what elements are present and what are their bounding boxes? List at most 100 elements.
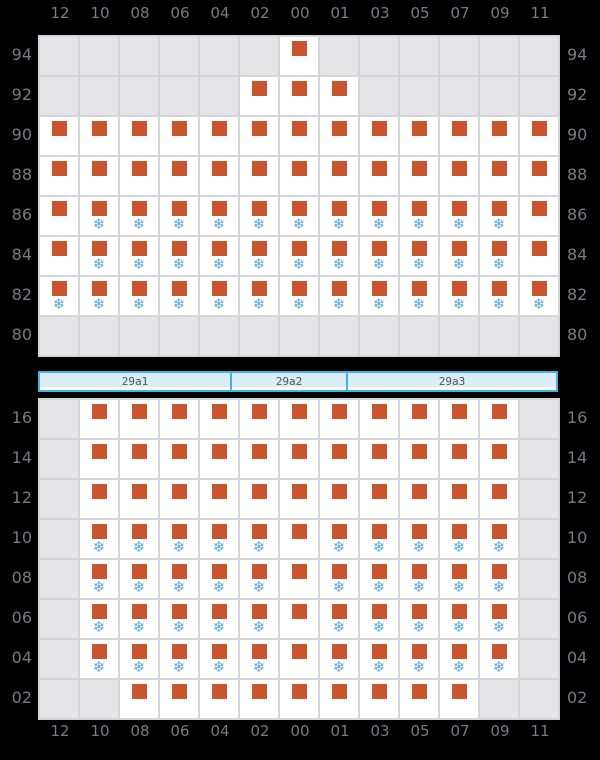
berth-cell-10-09[interactable]: ❄ [480, 520, 520, 560]
berth-cell-86-12[interactable] [40, 197, 80, 237]
berth-cell-90-10[interactable] [80, 117, 120, 157]
berth-cell-82-03[interactable]: ❄ [360, 277, 400, 317]
berth-cell-14-10[interactable] [80, 440, 120, 480]
berth-cell-86-01[interactable]: ❄ [320, 197, 360, 237]
berth-cell-88-11[interactable] [520, 157, 560, 197]
berth-cell-02-08[interactable] [120, 680, 160, 720]
berth-cell-06-07[interactable]: ❄ [440, 600, 480, 640]
berth-cell-10-03[interactable]: ❄ [360, 520, 400, 560]
berth-cell-84-06[interactable]: ❄ [160, 237, 200, 277]
berth-cell-86-05[interactable]: ❄ [400, 197, 440, 237]
berth-cell-10-06[interactable]: ❄ [160, 520, 200, 560]
berth-cell-82-05[interactable]: ❄ [400, 277, 440, 317]
berth-cell-16-07[interactable] [440, 400, 480, 440]
berth-cell-86-08[interactable]: ❄ [120, 197, 160, 237]
berth-cell-90-07[interactable] [440, 117, 480, 157]
berth-cell-04-03[interactable]: ❄ [360, 640, 400, 680]
berth-cell-84-10[interactable]: ❄ [80, 237, 120, 277]
berth-cell-84-04[interactable]: ❄ [200, 237, 240, 277]
berth-cell-10-02[interactable]: ❄ [240, 520, 280, 560]
berth-cell-14-08[interactable] [120, 440, 160, 480]
berth-cell-10-01[interactable]: ❄ [320, 520, 360, 560]
berth-cell-90-04[interactable] [200, 117, 240, 157]
berth-cell-10-05[interactable]: ❄ [400, 520, 440, 560]
berth-cell-84-07[interactable]: ❄ [440, 237, 480, 277]
berth-cell-04-02[interactable]: ❄ [240, 640, 280, 680]
berth-cell-82-02[interactable]: ❄ [240, 277, 280, 317]
berth-cell-08-10[interactable]: ❄ [80, 560, 120, 600]
berth-cell-08-05[interactable]: ❄ [400, 560, 440, 600]
berth-cell-92-00[interactable] [280, 77, 320, 117]
berth-cell-82-06[interactable]: ❄ [160, 277, 200, 317]
berth-cell-06-06[interactable]: ❄ [160, 600, 200, 640]
berth-cell-02-05[interactable] [400, 680, 440, 720]
berth-cell-88-08[interactable] [120, 157, 160, 197]
berth-cell-16-06[interactable] [160, 400, 200, 440]
berth-cell-02-04[interactable] [200, 680, 240, 720]
berth-cell-84-01[interactable]: ❄ [320, 237, 360, 277]
berth-cell-82-00[interactable]: ❄ [280, 277, 320, 317]
berth-cell-12-08[interactable] [120, 480, 160, 520]
berth-cell-06-10[interactable]: ❄ [80, 600, 120, 640]
berth-cell-08-04[interactable]: ❄ [200, 560, 240, 600]
berth-cell-16-03[interactable] [360, 400, 400, 440]
berth-cell-04-10[interactable]: ❄ [80, 640, 120, 680]
section-segment-29a1[interactable]: 29a1 [38, 371, 232, 392]
berth-cell-02-06[interactable] [160, 680, 200, 720]
berth-cell-12-00[interactable] [280, 480, 320, 520]
berth-cell-82-11[interactable]: ❄ [520, 277, 560, 317]
berth-cell-04-05[interactable]: ❄ [400, 640, 440, 680]
berth-cell-82-07[interactable]: ❄ [440, 277, 480, 317]
berth-cell-90-03[interactable] [360, 117, 400, 157]
berth-cell-94-00[interactable] [280, 37, 320, 77]
berth-cell-16-00[interactable] [280, 400, 320, 440]
berth-cell-08-01[interactable]: ❄ [320, 560, 360, 600]
berth-cell-88-07[interactable] [440, 157, 480, 197]
berth-cell-12-06[interactable] [160, 480, 200, 520]
berth-cell-12-03[interactable] [360, 480, 400, 520]
berth-cell-10-00[interactable] [280, 520, 320, 560]
berth-cell-88-04[interactable] [200, 157, 240, 197]
berth-cell-06-05[interactable]: ❄ [400, 600, 440, 640]
berth-cell-82-10[interactable]: ❄ [80, 277, 120, 317]
berth-cell-12-01[interactable] [320, 480, 360, 520]
berth-cell-92-02[interactable] [240, 77, 280, 117]
berth-cell-06-01[interactable]: ❄ [320, 600, 360, 640]
berth-cell-86-06[interactable]: ❄ [160, 197, 200, 237]
berth-cell-84-09[interactable]: ❄ [480, 237, 520, 277]
berth-cell-16-08[interactable] [120, 400, 160, 440]
berth-cell-86-07[interactable]: ❄ [440, 197, 480, 237]
berth-cell-16-09[interactable] [480, 400, 520, 440]
berth-cell-90-01[interactable] [320, 117, 360, 157]
berth-cell-06-09[interactable]: ❄ [480, 600, 520, 640]
berth-cell-12-02[interactable] [240, 480, 280, 520]
berth-cell-10-08[interactable]: ❄ [120, 520, 160, 560]
berth-cell-14-01[interactable] [320, 440, 360, 480]
berth-cell-86-02[interactable]: ❄ [240, 197, 280, 237]
berth-cell-90-00[interactable] [280, 117, 320, 157]
berth-cell-02-07[interactable] [440, 680, 480, 720]
berth-cell-82-01[interactable]: ❄ [320, 277, 360, 317]
berth-cell-88-05[interactable] [400, 157, 440, 197]
berth-cell-08-06[interactable]: ❄ [160, 560, 200, 600]
berth-cell-16-01[interactable] [320, 400, 360, 440]
berth-cell-86-11[interactable] [520, 197, 560, 237]
section-segment-29a2[interactable]: 29a2 [230, 371, 348, 392]
berth-cell-08-00[interactable] [280, 560, 320, 600]
berth-cell-88-06[interactable] [160, 157, 200, 197]
berth-cell-90-12[interactable] [40, 117, 80, 157]
berth-cell-08-08[interactable]: ❄ [120, 560, 160, 600]
berth-cell-90-09[interactable] [480, 117, 520, 157]
berth-cell-82-09[interactable]: ❄ [480, 277, 520, 317]
berth-cell-82-04[interactable]: ❄ [200, 277, 240, 317]
berth-cell-84-11[interactable] [520, 237, 560, 277]
berth-cell-86-00[interactable]: ❄ [280, 197, 320, 237]
berth-cell-08-03[interactable]: ❄ [360, 560, 400, 600]
berth-cell-16-10[interactable] [80, 400, 120, 440]
berth-cell-08-07[interactable]: ❄ [440, 560, 480, 600]
berth-cell-04-01[interactable]: ❄ [320, 640, 360, 680]
berth-cell-88-09[interactable] [480, 157, 520, 197]
berth-cell-02-01[interactable] [320, 680, 360, 720]
berth-cell-10-07[interactable]: ❄ [440, 520, 480, 560]
berth-cell-86-03[interactable]: ❄ [360, 197, 400, 237]
